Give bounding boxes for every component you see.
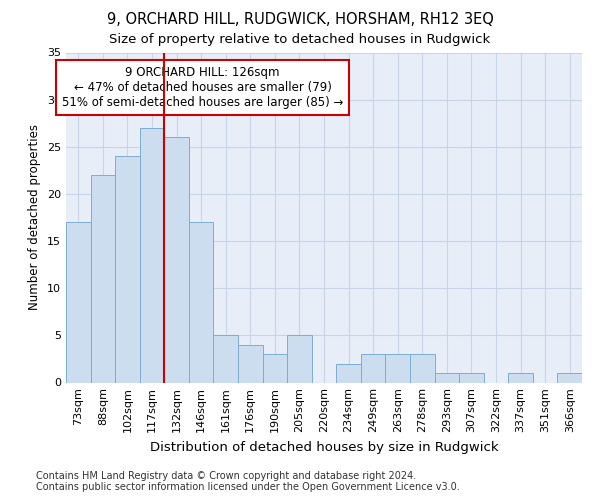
- Bar: [287, 336, 312, 382]
- Bar: [66, 222, 91, 382]
- Y-axis label: Number of detached properties: Number of detached properties: [28, 124, 41, 310]
- Bar: [434, 373, 459, 382]
- Bar: [508, 373, 533, 382]
- Text: Size of property relative to detached houses in Rudgwick: Size of property relative to detached ho…: [109, 32, 491, 46]
- Bar: [115, 156, 140, 382]
- Bar: [385, 354, 410, 382]
- Text: Contains HM Land Registry data © Crown copyright and database right 2024.
Contai: Contains HM Land Registry data © Crown c…: [36, 471, 460, 492]
- Bar: [361, 354, 385, 382]
- Text: 9 ORCHARD HILL: 126sqm
← 47% of detached houses are smaller (79)
51% of semi-det: 9 ORCHARD HILL: 126sqm ← 47% of detached…: [62, 66, 343, 108]
- X-axis label: Distribution of detached houses by size in Rudgwick: Distribution of detached houses by size …: [149, 441, 499, 454]
- Bar: [263, 354, 287, 382]
- Bar: [189, 222, 214, 382]
- Bar: [164, 138, 189, 382]
- Bar: [336, 364, 361, 382]
- Bar: [214, 336, 238, 382]
- Bar: [459, 373, 484, 382]
- Bar: [91, 175, 115, 382]
- Bar: [140, 128, 164, 382]
- Text: 9, ORCHARD HILL, RUDGWICK, HORSHAM, RH12 3EQ: 9, ORCHARD HILL, RUDGWICK, HORSHAM, RH12…: [107, 12, 493, 28]
- Bar: [238, 345, 263, 383]
- Bar: [557, 373, 582, 382]
- Bar: [410, 354, 434, 382]
